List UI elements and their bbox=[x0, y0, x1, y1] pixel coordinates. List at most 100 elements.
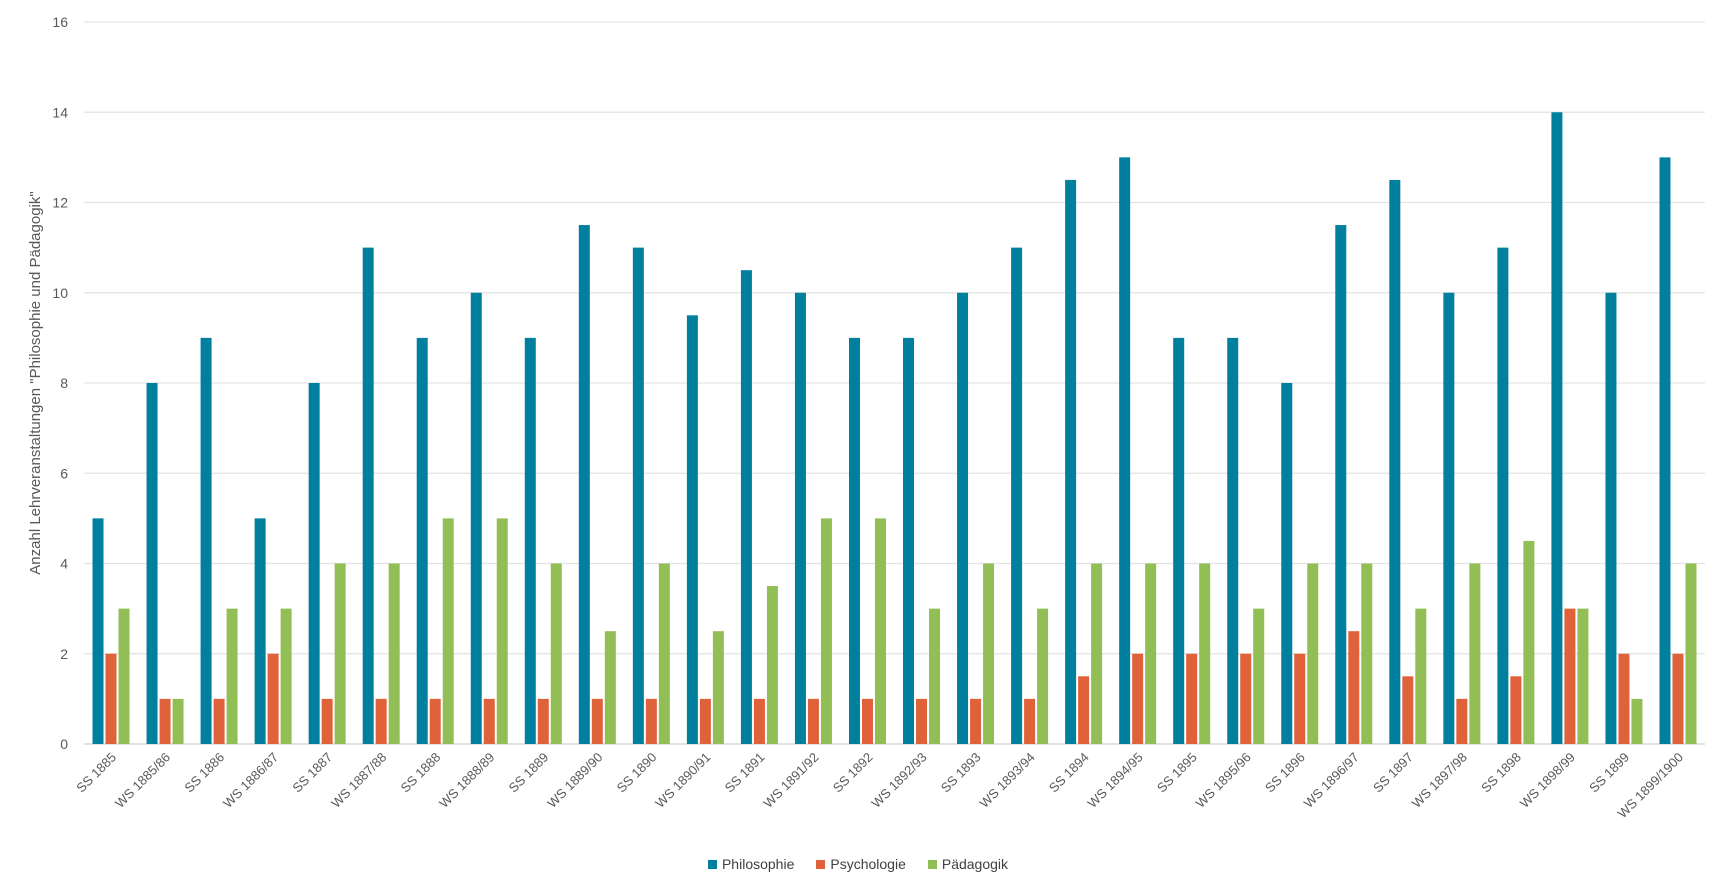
bar-philosophie bbox=[92, 518, 104, 744]
bar-philosophie bbox=[254, 518, 266, 744]
bar-psychologie bbox=[375, 698, 387, 744]
bar-psychologie bbox=[1132, 653, 1144, 744]
bar-pädagogik bbox=[1253, 608, 1265, 744]
bar-pädagogik bbox=[1361, 563, 1373, 744]
legend: Philosophie Psychologie Pädagogik bbox=[0, 856, 1716, 872]
bar-philosophie bbox=[903, 337, 915, 744]
x-tick-label: SS 1888 bbox=[397, 750, 443, 796]
bar-psychologie bbox=[1618, 653, 1630, 744]
bar-psychologie bbox=[1510, 676, 1522, 744]
y-tick-label: 0 bbox=[60, 736, 68, 752]
bar-philosophie bbox=[1011, 247, 1023, 744]
bar-philosophie bbox=[524, 337, 536, 744]
x-tick-label: SS 1891 bbox=[722, 750, 768, 796]
bar-psychologie bbox=[537, 698, 549, 744]
bar-pädagogik bbox=[442, 518, 454, 744]
bar-psychologie bbox=[1456, 698, 1468, 744]
y-axis-label: Anzahl Lehrveranstaltungen "Philosophie … bbox=[27, 191, 44, 574]
bar-pädagogik bbox=[766, 586, 778, 744]
bar-philosophie bbox=[740, 270, 752, 744]
bar-psychologie bbox=[1402, 676, 1414, 744]
bar-philosophie bbox=[1551, 112, 1563, 744]
x-tick-label: SS 1890 bbox=[614, 750, 660, 796]
bar-philosophie bbox=[308, 383, 320, 744]
x-tick-label: WS 1889/90 bbox=[544, 750, 605, 811]
bar-philosophie bbox=[416, 337, 428, 744]
bar-philosophie bbox=[1497, 247, 1509, 744]
bar-pädagogik bbox=[172, 698, 184, 744]
bar-philosophie bbox=[1119, 157, 1131, 744]
legend-swatch bbox=[816, 859, 826, 869]
bar-psychologie bbox=[105, 653, 117, 744]
bar-philosophie bbox=[1227, 337, 1239, 744]
bar-psychologie bbox=[699, 698, 711, 744]
x-tick-label: WS 1896/97 bbox=[1301, 750, 1362, 811]
bar-psychologie bbox=[1240, 653, 1252, 744]
x-tick-label: WS 1888/89 bbox=[436, 750, 497, 811]
bar-pädagogik bbox=[1523, 540, 1535, 744]
legend-swatch bbox=[707, 859, 717, 869]
bar-psychologie bbox=[807, 698, 819, 744]
bar-pädagogik bbox=[1415, 608, 1427, 744]
legend-label: Philosophie bbox=[721, 856, 795, 872]
bar-psychologie bbox=[1078, 676, 1090, 744]
bar-philosophie bbox=[1605, 292, 1617, 744]
x-tick-label: WS 1891/92 bbox=[760, 750, 821, 811]
bar-pädagogik bbox=[1037, 608, 1049, 744]
bar-philosophie bbox=[1065, 179, 1077, 744]
bar-psychologie bbox=[591, 698, 603, 744]
bar-philosophie bbox=[686, 315, 698, 744]
bar-pädagogik bbox=[1469, 563, 1481, 744]
bar-philosophie bbox=[794, 292, 806, 744]
bar-pädagogik bbox=[874, 518, 886, 744]
bar-pädagogik bbox=[658, 563, 670, 744]
bar-psychologie bbox=[1294, 653, 1306, 744]
legend-item: Psychologie bbox=[816, 856, 906, 872]
legend-label: Psychologie bbox=[830, 856, 906, 872]
y-tick-label: 10 bbox=[52, 285, 68, 301]
bars bbox=[92, 112, 1697, 744]
bar-psychologie bbox=[645, 698, 657, 744]
bar-pädagogik bbox=[550, 563, 562, 744]
bar-philosophie bbox=[1173, 337, 1185, 744]
bar-pädagogik bbox=[118, 608, 130, 744]
bar-pädagogik bbox=[604, 631, 616, 744]
bar-philosophie bbox=[1659, 157, 1671, 744]
bar-pädagogik bbox=[1145, 563, 1157, 744]
y-tick-label: 14 bbox=[52, 104, 68, 120]
bar-psychologie bbox=[753, 698, 765, 744]
bar-pädagogik bbox=[334, 563, 346, 744]
bar-psychologie bbox=[321, 698, 333, 744]
y-tick-label: 6 bbox=[60, 465, 68, 481]
x-tick-label: WS 1894/95 bbox=[1085, 750, 1146, 811]
x-tick-label: SS 1885 bbox=[73, 750, 119, 796]
x-tick-label: SS 1889 bbox=[506, 750, 552, 796]
x-tick-label: WS 1893/94 bbox=[977, 750, 1038, 811]
bar-philosophie bbox=[632, 247, 644, 744]
x-tick-label: SS 1887 bbox=[289, 750, 335, 796]
bar-pädagogik bbox=[388, 563, 400, 744]
x-tick-label: WS 1886/87 bbox=[220, 750, 281, 811]
x-tick-label: SS 1897 bbox=[1370, 750, 1416, 796]
bar-psychologie bbox=[1348, 631, 1360, 744]
bar-pädagogik bbox=[496, 518, 508, 744]
bar-psychologie bbox=[970, 698, 982, 744]
y-tick-labels: 0 2 4 6 8 10 12 14 16 bbox=[52, 14, 68, 752]
bar-pädagogik bbox=[1307, 563, 1319, 744]
bar-pädagogik bbox=[280, 608, 292, 744]
x-tick-label: WS 1892/93 bbox=[868, 750, 929, 811]
x-tick-label: SS 1898 bbox=[1478, 750, 1524, 796]
x-tick-label: SS 1892 bbox=[830, 750, 876, 796]
bar-psychologie bbox=[861, 698, 873, 744]
bar-philosophie bbox=[957, 292, 969, 744]
bar-pädagogik bbox=[226, 608, 238, 744]
bar-philosophie bbox=[1389, 179, 1401, 744]
bar-psychologie bbox=[267, 653, 279, 744]
bar-psychologie bbox=[1024, 698, 1036, 744]
bar-philosophie bbox=[200, 337, 212, 744]
bar-psychologie bbox=[916, 698, 928, 744]
y-tick-label: 12 bbox=[52, 195, 68, 211]
x-tick-label: WS 1887/88 bbox=[328, 750, 389, 811]
x-tick-label: SS 1894 bbox=[1046, 750, 1092, 796]
